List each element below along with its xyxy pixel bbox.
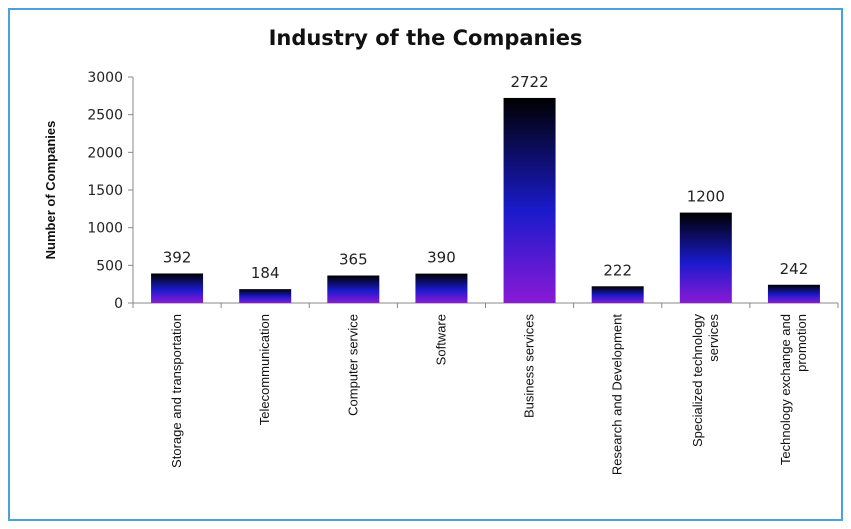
x-tick-label: Storage and transportation <box>169 314 184 468</box>
category-labels: Storage and transportation Telecommunicat… <box>169 314 809 476</box>
x-tick-label: Specialized technology services <box>690 314 721 447</box>
y-tick-label: 1500 <box>87 183 123 199</box>
bar <box>767 284 820 303</box>
x-tick-label-line: Technology exchange and <box>778 314 793 465</box>
x-tick-label-line: promotion <box>794 314 809 372</box>
data-label: 2722 <box>510 73 548 91</box>
x-tick-label-line: Storage and transportation <box>169 314 184 468</box>
data-labels: 392 184 365 390 2722 222 1200 242 <box>163 73 809 282</box>
y-tick-label: 0 <box>114 296 123 312</box>
x-tick-label: Research and Development <box>610 314 625 476</box>
data-label: 1200 <box>687 188 725 206</box>
data-label: 242 <box>780 260 809 278</box>
bar <box>239 289 292 303</box>
data-label: 184 <box>251 264 280 282</box>
data-label: 390 <box>427 249 456 267</box>
bar <box>415 273 468 303</box>
x-tick-label-line: Business services <box>522 314 537 419</box>
x-tick-label-line: Specialized technology <box>690 314 705 447</box>
bar <box>327 275 380 303</box>
x-tick-label: Computer service <box>345 314 360 416</box>
x-tick-label-line: Research and Development <box>610 314 625 476</box>
x-tick-label-line: services <box>706 314 721 362</box>
y-tick-label: 1000 <box>87 221 123 237</box>
y-tick-label: 500 <box>96 258 123 274</box>
x-tick-label: Software <box>433 314 448 365</box>
x-tick-label-line: Computer service <box>345 314 360 416</box>
data-label: 365 <box>339 251 368 269</box>
bar <box>151 273 204 303</box>
y-axis-label: Number of Companies <box>43 121 58 260</box>
y-tick-label: 2500 <box>87 108 123 124</box>
x-tick-label: Business services <box>522 314 537 419</box>
data-label: 392 <box>163 248 192 266</box>
x-tick-label-line: Software <box>433 314 448 365</box>
data-label: 222 <box>603 261 632 279</box>
x-tick-label: Telecommunication <box>257 314 272 425</box>
x-tick-label: Technology exchange and promotion <box>778 314 809 465</box>
chart-title: Industry of the Companies <box>268 26 583 50</box>
bar <box>503 97 556 304</box>
bar <box>679 212 732 303</box>
x-tick-label-line: Telecommunication <box>257 314 272 425</box>
bars <box>151 97 820 304</box>
y-tick-label: 3000 <box>87 70 123 86</box>
y-tick-label: 2000 <box>87 145 123 161</box>
bar <box>591 286 644 303</box>
